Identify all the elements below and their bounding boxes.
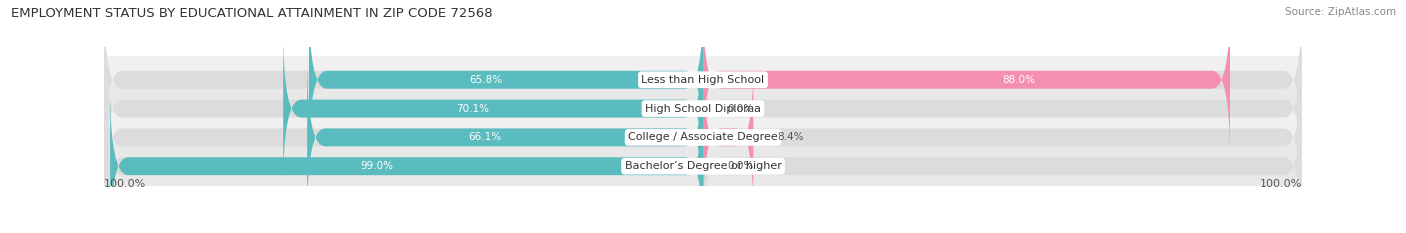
FancyBboxPatch shape xyxy=(703,31,1302,186)
Text: Source: ZipAtlas.com: Source: ZipAtlas.com xyxy=(1285,7,1396,17)
FancyBboxPatch shape xyxy=(703,2,1230,157)
Text: College / Associate Degree: College / Associate Degree xyxy=(628,132,778,142)
FancyBboxPatch shape xyxy=(703,89,1302,233)
Text: Less than High School: Less than High School xyxy=(641,75,765,85)
Text: 100.0%: 100.0% xyxy=(1260,178,1302,188)
Text: 99.0%: 99.0% xyxy=(360,161,394,171)
FancyBboxPatch shape xyxy=(283,31,703,186)
FancyBboxPatch shape xyxy=(104,2,703,157)
FancyBboxPatch shape xyxy=(703,2,1302,157)
FancyBboxPatch shape xyxy=(104,89,703,233)
Text: 88.0%: 88.0% xyxy=(1002,75,1036,85)
FancyBboxPatch shape xyxy=(307,60,703,215)
Text: 65.8%: 65.8% xyxy=(470,75,503,85)
Text: EMPLOYMENT STATUS BY EDUCATIONAL ATTAINMENT IN ZIP CODE 72568: EMPLOYMENT STATUS BY EDUCATIONAL ATTAINM… xyxy=(11,7,494,20)
FancyBboxPatch shape xyxy=(104,56,1302,104)
Text: 0.0%: 0.0% xyxy=(727,161,754,171)
FancyBboxPatch shape xyxy=(104,60,703,215)
FancyBboxPatch shape xyxy=(104,113,1302,161)
FancyBboxPatch shape xyxy=(309,2,703,157)
Text: 70.1%: 70.1% xyxy=(456,104,489,113)
FancyBboxPatch shape xyxy=(703,60,754,215)
FancyBboxPatch shape xyxy=(104,84,1302,133)
FancyBboxPatch shape xyxy=(110,89,703,233)
Text: 0.0%: 0.0% xyxy=(727,104,754,113)
Text: 8.4%: 8.4% xyxy=(778,132,804,142)
FancyBboxPatch shape xyxy=(703,60,1302,215)
Text: High School Diploma: High School Diploma xyxy=(645,104,761,113)
Text: 66.1%: 66.1% xyxy=(468,132,502,142)
Text: Bachelor’s Degree or higher: Bachelor’s Degree or higher xyxy=(624,161,782,171)
Text: 100.0%: 100.0% xyxy=(104,178,146,188)
FancyBboxPatch shape xyxy=(104,142,1302,190)
FancyBboxPatch shape xyxy=(104,31,703,186)
